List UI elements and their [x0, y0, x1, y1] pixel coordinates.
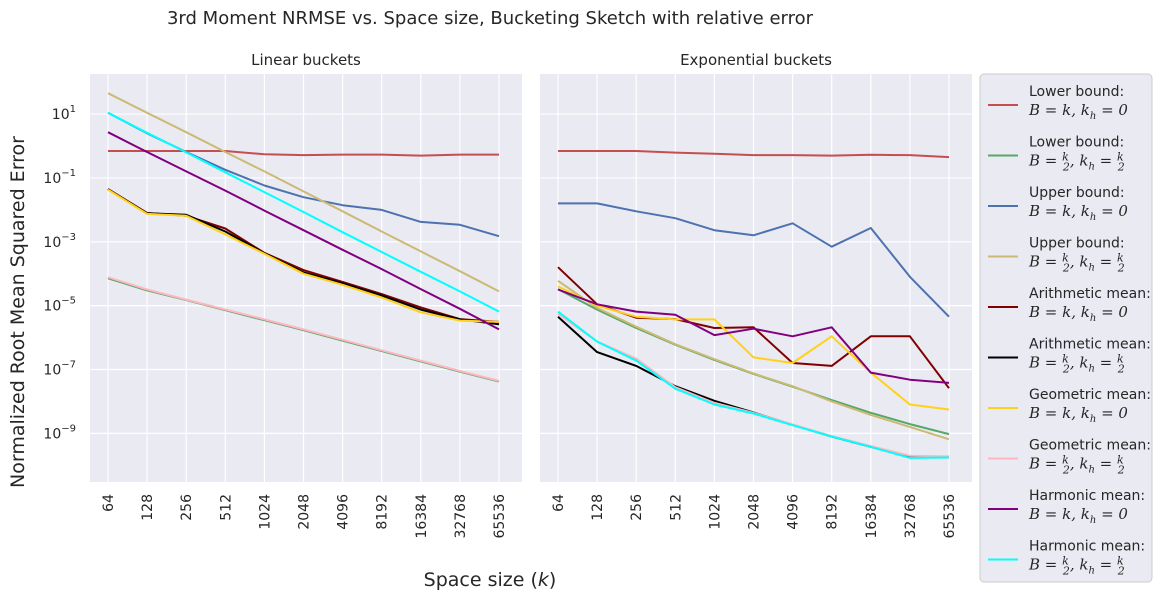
- legend-label: Geometric mean:: [1029, 387, 1151, 403]
- legend-label: Harmonic mean:: [1029, 539, 1145, 555]
- x-tick-label: 1024: [257, 494, 273, 530]
- panel-title: Linear buckets: [251, 51, 361, 69]
- series-line-3: [107, 92, 500, 293]
- x-tick-label: 8192: [375, 494, 391, 530]
- legend-label: Lower bound:: [1029, 84, 1124, 100]
- x-tick-label: 128: [140, 494, 156, 521]
- x-tick-label: 64: [551, 494, 567, 512]
- legend-label: Upper bound:: [1029, 236, 1125, 252]
- legend-entry: Harmonic mean:B = k, kh = 0: [988, 488, 1145, 526]
- series-line-2: [558, 202, 950, 318]
- x-tick-label: 65536: [492, 494, 508, 539]
- x-axis-label: Space size (k): [424, 569, 557, 591]
- legend-label: Lower bound:: [1029, 135, 1124, 151]
- series-line-6: [107, 188, 500, 323]
- x-tick-label: 4096: [786, 494, 802, 530]
- legend-math: B = k, kh = 0: [1028, 101, 1128, 122]
- x-tick-label: 4096: [336, 494, 352, 530]
- series-line-7: [107, 276, 500, 382]
- x-tick-label: 256: [179, 494, 195, 521]
- legend-entry: Lower bound:B = k, kh = 0: [988, 84, 1128, 122]
- series-line-0: [558, 150, 950, 159]
- panel-exponential: Exponential buckets 64 128 256 512 1024 2048 40…: [540, 51, 972, 539]
- x-tick-label: 128: [590, 494, 606, 521]
- legend-label: Arithmetic mean:: [1029, 286, 1151, 302]
- y-tick-label: 10−3: [43, 232, 76, 251]
- legend-label: Arithmetic mean:: [1029, 337, 1151, 353]
- legend-label: Geometric mean:: [1029, 438, 1151, 454]
- legend-label: Harmonic mean:: [1029, 488, 1145, 504]
- y-tick-label: 101: [52, 104, 76, 123]
- legend-math: B = k, kh = 0: [1028, 404, 1128, 425]
- legend-math: B = k, kh = 0: [1028, 505, 1128, 526]
- panel-linear: Linear buckets 64 128 256 512 1024 2048 4096 819…: [43, 51, 522, 539]
- x-tick-label: 64: [101, 494, 117, 512]
- x-tick-label: 32768: [903, 494, 919, 539]
- x-tick-label: 2048: [747, 494, 763, 530]
- y-tick-label: 10−7: [43, 360, 76, 379]
- y-tick-label: 10−5: [43, 296, 76, 315]
- legend-math: B = k, kh = 0: [1028, 202, 1128, 223]
- legend-math: B = k, kh = 0: [1028, 303, 1128, 324]
- series-line-3: [557, 279, 950, 441]
- y-tick-label: 10−1: [43, 168, 76, 187]
- legend-entry: Arithmetic mean:B = k, kh = 0: [988, 286, 1151, 324]
- x-tick-label: 16384: [414, 494, 430, 539]
- plot-background: [540, 74, 972, 482]
- chart-title: 3rd Moment NRMSE vs. Space size, Bucketi…: [167, 8, 814, 29]
- legend-entry: Upper bound:B = k, kh = 0: [988, 185, 1128, 223]
- x-tick-label: 2048: [297, 494, 313, 530]
- y-tick-label: 10−9: [43, 423, 76, 442]
- x-tick-label: 65536: [942, 494, 958, 539]
- x-tick-label: 32768: [453, 494, 469, 539]
- x-tick-label: 8192: [825, 494, 841, 530]
- series-line-6: [557, 285, 950, 411]
- x-tick-label: 1024: [707, 494, 723, 530]
- series-line-9: [107, 111, 500, 313]
- series-line-0: [108, 150, 499, 157]
- legend-frame: [979, 73, 1153, 583]
- x-tick-label: 512: [668, 494, 684, 521]
- x-tick-label: 16384: [864, 494, 880, 539]
- series-line-9: [557, 310, 950, 459]
- y-axis-label: Normalized Root Mean Squared Error: [7, 136, 29, 488]
- plot-panels: Linear buckets 64 128 256 512 1024 2048 4096 819…: [43, 51, 972, 539]
- series-line-8: [107, 131, 500, 331]
- series-line-8: [557, 288, 950, 384]
- legend-label: Upper bound:: [1029, 185, 1125, 201]
- x-tick-label: 256: [629, 494, 645, 521]
- x-tick-label: 512: [218, 494, 234, 521]
- legend-entry: Geometric mean:B = k, kh = 0: [988, 387, 1151, 425]
- panel-title: Exponential buckets: [680, 51, 832, 69]
- plot-background: [90, 74, 522, 482]
